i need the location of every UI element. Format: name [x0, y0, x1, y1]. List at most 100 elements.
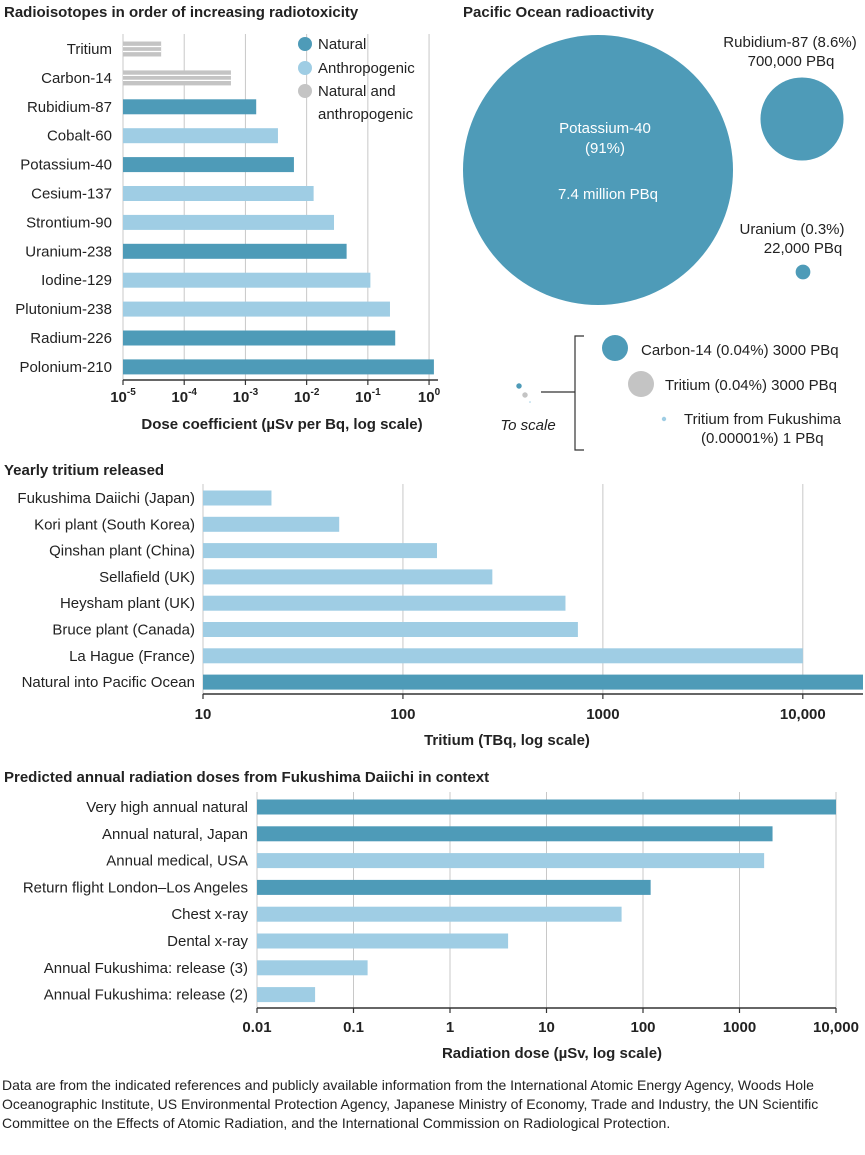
tick-label: 1	[446, 1019, 454, 1036]
bubble-tritium-fukushima-to-scale	[529, 401, 531, 403]
bar-natural-into-pacific-ocean	[203, 674, 863, 690]
bar-strontium-90	[123, 214, 335, 230]
bar-la-hague-france-	[203, 648, 803, 664]
radiotoxicity-chart-title: Radioisotopes in order of increasing rad…	[4, 4, 359, 21]
bar-return-flight-london-los-angeles	[257, 879, 651, 895]
bar-kori-plant-south-korea-	[203, 516, 340, 532]
radiotoxicity-chart: Radioisotopes in order of increasing rad…	[4, 4, 441, 433]
bubble-label: Potassium-40	[559, 120, 651, 137]
tick-label: 100	[390, 706, 415, 723]
category-label: Dental x-ray	[167, 933, 248, 950]
category-label: Potassium-40	[20, 157, 112, 174]
category-label: Sellafield (UK)	[99, 569, 195, 586]
bar-heysham-plant-uk-	[203, 595, 566, 611]
tick-label: 1000	[586, 706, 619, 723]
pacific-radioactivity-chart: Pacific Ocean radioactivity Potassium-40 (…	[463, 4, 857, 451]
bubble-label: 22,000 PBq	[764, 240, 842, 257]
category-label: Annual medical, USA	[106, 853, 248, 870]
category-label: Cesium-137	[31, 186, 112, 203]
tick-label: 100	[418, 387, 441, 406]
bubble-carbon-14	[602, 335, 628, 361]
bubble-tritium-fukushima	[661, 416, 667, 422]
bar-annual-fukushima-release-3-	[257, 960, 368, 976]
bar-annual-medical-usa	[257, 853, 765, 869]
bubble-carbon-14-to-scale	[516, 383, 522, 389]
bar-rubidium-87	[123, 99, 257, 115]
bar-sellafield-uk-	[203, 569, 493, 585]
footnote: Data are from the indicated references a…	[2, 1077, 819, 1131]
bubble-potassium-40	[463, 35, 733, 305]
category-label: Annual Fukushima: release (2)	[44, 987, 248, 1004]
legend-label: anthropogenic	[318, 106, 414, 123]
bar-cesium-137	[123, 186, 314, 201]
tick-label: 0.1	[343, 1019, 364, 1036]
tick-label: 10-2	[294, 387, 320, 406]
category-label: Chest x-ray	[171, 906, 248, 923]
bubble-label: (91%)	[585, 140, 625, 157]
tick-label: 10-4	[171, 387, 197, 406]
category-label: Uranium-238	[25, 243, 112, 260]
bar-chest-x-ray	[257, 906, 622, 922]
radiation-dose-chart-title: Predicted annual radiation doses from Fu…	[4, 769, 489, 786]
category-label: Tritium	[67, 41, 112, 58]
bubble-label: Rubidium-87 (8.6%)	[723, 34, 856, 51]
category-label: Cobalt-60	[47, 128, 112, 145]
category-label: Heysham plant (UK)	[60, 595, 195, 612]
bubble-label: (0.00001%) 1 PBq	[701, 430, 824, 447]
bar-uranium-238	[123, 243, 347, 259]
bar-polonium-210	[123, 359, 434, 375]
bar-qinshan-plant-china-	[203, 543, 437, 559]
category-label: Iodine-129	[41, 272, 112, 289]
category-label: Annual natural, Japan	[102, 826, 248, 843]
legend-label: Natural and	[318, 83, 396, 100]
bubble-tritium	[628, 371, 654, 397]
tritium-released-chart-x-axis-label: Tritium (TBq, log scale)	[424, 732, 590, 749]
bar-radium-226	[123, 330, 396, 346]
bar-fukushima-daiichi-japan-	[203, 490, 272, 506]
legend-swatch-anthropogenic	[298, 61, 312, 75]
tick-label: 10,000	[813, 1019, 859, 1036]
bar-tritium	[123, 41, 162, 57]
bar-iodine-129	[123, 272, 371, 288]
category-label: Bruce plant (Canada)	[52, 622, 195, 639]
bubble-label: Tritium (0.04%) 3000 PBq	[665, 377, 837, 394]
bar-very-high-annual-natural	[257, 799, 836, 815]
radiation-dose-chart-x-axis-label: Radiation dose (µSv, log scale)	[442, 1045, 662, 1062]
bar-dental-x-ray	[257, 933, 509, 949]
bar-carbon-14	[123, 70, 231, 86]
pacific-title: Pacific Ocean radioactivity	[463, 4, 655, 21]
category-label: Polonium-210	[19, 359, 112, 376]
legend-label: Anthropogenic	[318, 60, 415, 77]
category-label: Return flight London–Los Angeles	[23, 879, 248, 896]
category-label: Fukushima Daiichi (Japan)	[17, 490, 195, 507]
tick-label: 0.01	[242, 1019, 271, 1036]
bar-potassium-40	[123, 157, 294, 173]
tick-label: 100	[630, 1019, 655, 1036]
to-scale-label: To scale	[500, 417, 555, 434]
tick-label: 10	[195, 706, 212, 723]
tick-label: 1000	[723, 1019, 756, 1036]
tick-label: 10	[538, 1019, 555, 1036]
bubble-tritium-to-scale	[522, 392, 528, 398]
tick-label: 10,000	[780, 706, 826, 723]
radiotoxicity-chart-x-axis-label: Dose coefficient (µSv per Bq, log scale)	[141, 416, 422, 433]
bar-plutonium-238	[123, 301, 390, 317]
category-label: Kori plant (South Korea)	[34, 516, 195, 533]
bubble-label: Uranium (0.3%)	[739, 221, 844, 238]
bubble-label: Carbon-14 (0.04%) 3000 PBq	[641, 342, 839, 359]
legend-swatch-mixed	[298, 84, 312, 98]
radiation-dose-chart: Predicted annual radiation doses from Fu…	[4, 769, 859, 1062]
bubble-rubidium-87	[760, 77, 844, 161]
tritium-released-chart: Yearly tritium released Fukushima Daiichi…	[4, 462, 863, 749]
category-label: Annual Fukushima: release (3)	[44, 960, 248, 977]
category-label: Radium-226	[30, 330, 112, 347]
category-label: Strontium-90	[26, 214, 112, 231]
bubble-uranium	[795, 264, 811, 280]
category-label: Carbon-14	[41, 70, 112, 87]
category-label: La Hague (France)	[69, 648, 195, 665]
to-scale-bracket	[541, 335, 584, 451]
category-label: Natural into Pacific Ocean	[22, 674, 195, 691]
tick-label: 10-1	[355, 387, 381, 406]
bubble-label: 700,000 PBq	[748, 53, 835, 70]
bar-cobalt-60	[123, 128, 278, 144]
